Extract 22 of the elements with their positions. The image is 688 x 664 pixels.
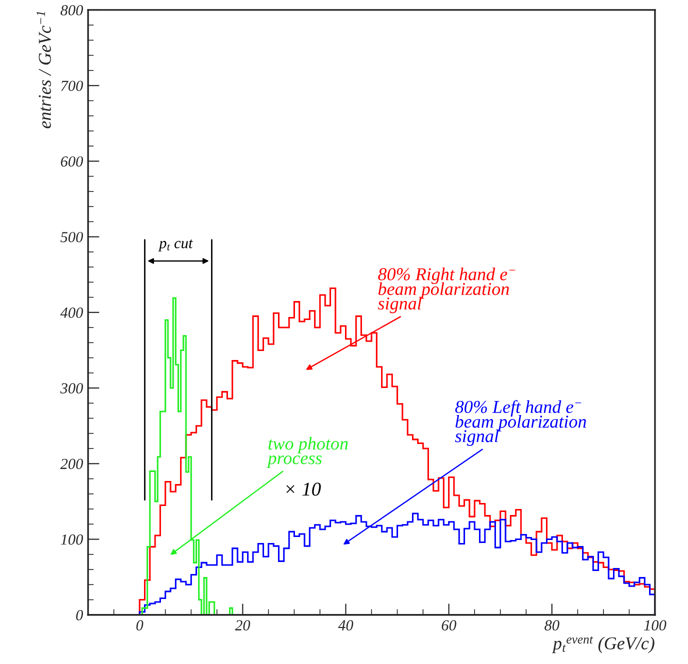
y-tick-label: 500 (60, 232, 84, 242)
y-tick-label: 600 (60, 156, 84, 167)
x-axis-title: p$_{t}$$^{event}$ (GeV/c) (552, 636, 654, 654)
y-axis-title: entries / GeVc$^{−1}$ (36, 12, 52, 128)
annotation: × 10 (286, 482, 321, 496)
x-tick-label: 0 (136, 620, 144, 630)
y-tick-label: 100 (60, 534, 84, 545)
y-tick-label: 200 (60, 458, 84, 470)
y-tick-label: 400 (60, 308, 84, 318)
y-tick-label: 0 (76, 610, 84, 620)
x-tick-label: 80 (544, 620, 560, 630)
x-tick-label: 60 (442, 620, 456, 630)
x-tick-label: 40 (338, 620, 354, 630)
annotation: 80% Left hand e$^{−}$ beam polarization signal (455, 400, 586, 446)
y-tick-label: 800 (60, 5, 84, 16)
annotation: 80% Right hand e$^{−}$ beam polarization signal (378, 268, 516, 314)
x-tick-label: 100 (644, 620, 666, 630)
annotation: two photon process (266, 437, 348, 468)
x-tick-label: 20 (235, 620, 250, 630)
y-tick-label: 700 (61, 80, 84, 92)
annotation: p$_{t}$ cut (158, 240, 194, 252)
y-tick-label: 300 (60, 383, 84, 394)
